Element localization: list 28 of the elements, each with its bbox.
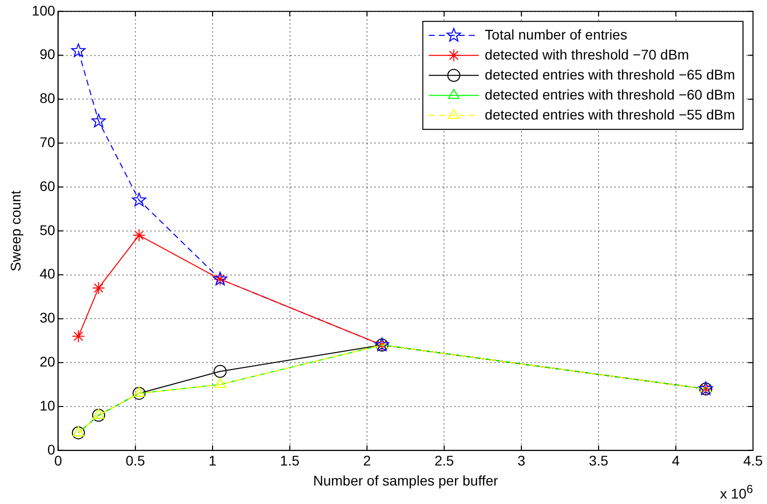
y-tick-label: 60 xyxy=(40,178,56,194)
y-tick-label: 40 xyxy=(40,266,56,282)
y-tick-label: 90 xyxy=(40,46,56,62)
y-tick-label: 20 xyxy=(40,353,56,370)
y-tick-label: 80 xyxy=(40,90,56,106)
legend-label: detected entries with threshold −55 dBm xyxy=(484,106,735,122)
legend-label: detected entries with threshold −60 dBm xyxy=(484,86,735,102)
x-tick-label: 3.5 xyxy=(588,452,609,469)
y-axis-title: Sweep count xyxy=(7,190,24,272)
legend-label: detected entries with threshold −65 dBm xyxy=(484,66,735,82)
x-tick-label: 0.5 xyxy=(126,452,146,469)
text: x 10$^{6}$ xyxy=(720,483,753,502)
x-tick-label: 4 xyxy=(672,452,680,469)
legend-label: Total number of entries xyxy=(484,26,628,42)
x-tick-label: 4.5 xyxy=(743,452,763,469)
x-tick-label: 2.5 xyxy=(434,452,454,469)
y-tick-label: 70 xyxy=(40,134,56,150)
y-tick-label: 30 xyxy=(40,310,56,326)
y-tick-label: 100 xyxy=(32,2,56,18)
y-tick-label: 50 xyxy=(40,222,56,238)
x-axis-title: Number of samples per buffer xyxy=(313,472,498,488)
x-tick-label: 2 xyxy=(363,452,372,469)
x-tick-label: 3 xyxy=(517,452,526,469)
x-tick-label: 1.5 xyxy=(280,452,300,469)
x-tick-label: 1 xyxy=(208,452,217,469)
y-tick-label: 0 xyxy=(47,441,56,458)
legend-label: detected with threshold −70 dBm xyxy=(484,46,690,62)
y-tick-label: 10 xyxy=(40,397,56,414)
